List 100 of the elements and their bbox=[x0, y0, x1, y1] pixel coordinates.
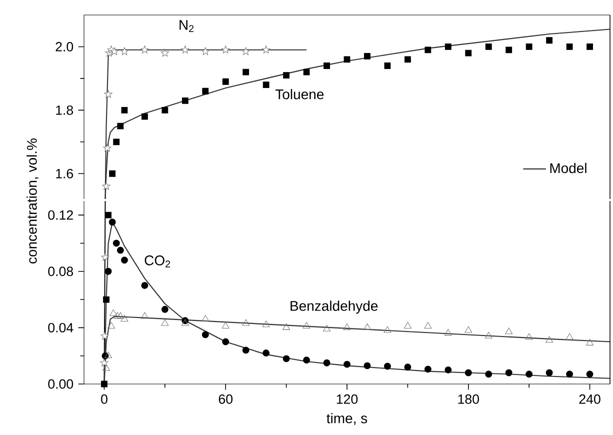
y-tick-label: 1.8 bbox=[56, 105, 74, 115]
point bbox=[103, 296, 110, 303]
point bbox=[364, 323, 371, 330]
annotation: N$_{2}$ bbox=[180, 20, 194, 32]
point bbox=[323, 359, 330, 366]
point bbox=[525, 333, 533, 340]
point bbox=[302, 322, 310, 329]
annotation: CO$_{2}$ bbox=[144, 255, 170, 268]
point bbox=[117, 122, 124, 130]
point bbox=[344, 360, 350, 368]
point bbox=[113, 138, 120, 146]
point bbox=[323, 324, 331, 332]
y-tick-label: 0.12 bbox=[48, 210, 73, 220]
point bbox=[112, 240, 120, 247]
point bbox=[586, 44, 593, 50]
point bbox=[161, 306, 168, 313]
point bbox=[444, 366, 452, 374]
point bbox=[116, 312, 124, 319]
y-tick-label: 1.6 bbox=[56, 168, 74, 178]
point bbox=[566, 370, 574, 378]
point bbox=[202, 331, 209, 338]
point bbox=[202, 314, 210, 322]
point bbox=[116, 246, 124, 254]
y-tick-label: 2.0 bbox=[56, 42, 74, 52]
point bbox=[424, 366, 432, 373]
point bbox=[141, 282, 148, 289]
x-tick-label: 60 bbox=[218, 394, 233, 404]
point bbox=[242, 68, 250, 76]
y-tick-label: 0.08 bbox=[48, 266, 74, 276]
point bbox=[182, 97, 188, 104]
point bbox=[344, 56, 350, 63]
annotation: Benzaldehyde bbox=[290, 300, 378, 314]
point bbox=[546, 336, 554, 343]
point bbox=[120, 314, 128, 322]
point bbox=[104, 268, 112, 275]
point bbox=[110, 309, 118, 316]
point bbox=[262, 320, 270, 328]
point bbox=[108, 322, 116, 329]
point bbox=[222, 338, 230, 346]
point bbox=[586, 338, 594, 346]
point bbox=[242, 346, 250, 354]
point bbox=[140, 312, 148, 319]
point bbox=[324, 62, 330, 69]
point bbox=[100, 332, 109, 340]
point bbox=[404, 364, 412, 371]
point bbox=[162, 106, 168, 114]
legend-label: Model bbox=[550, 162, 586, 174]
point bbox=[465, 50, 472, 56]
point bbox=[262, 46, 270, 54]
point bbox=[566, 44, 573, 50]
point bbox=[104, 90, 112, 98]
point bbox=[444, 44, 452, 50]
point bbox=[102, 364, 110, 371]
point bbox=[546, 37, 553, 44]
point bbox=[444, 329, 452, 336]
point bbox=[114, 312, 122, 319]
point bbox=[160, 48, 169, 57]
point bbox=[404, 56, 411, 63]
point bbox=[120, 47, 129, 55]
point bbox=[102, 182, 110, 190]
x-tick-label: 0 bbox=[101, 394, 108, 404]
point bbox=[105, 212, 112, 218]
point bbox=[485, 370, 492, 378]
point bbox=[282, 355, 290, 362]
y-tick-label: 0.04 bbox=[48, 322, 74, 332]
point bbox=[384, 62, 391, 69]
point bbox=[384, 362, 391, 370]
point bbox=[283, 72, 290, 78]
point bbox=[222, 322, 230, 329]
point bbox=[364, 53, 370, 60]
point bbox=[110, 47, 118, 55]
point bbox=[202, 88, 209, 94]
point bbox=[101, 380, 108, 388]
point bbox=[101, 253, 110, 261]
x-tick-label: 240 bbox=[579, 394, 600, 404]
point bbox=[586, 370, 594, 378]
point bbox=[141, 113, 148, 120]
point bbox=[242, 47, 250, 55]
point bbox=[505, 369, 512, 376]
point bbox=[424, 322, 432, 329]
x-tick-label: 180 bbox=[458, 394, 479, 404]
point bbox=[526, 370, 533, 378]
point bbox=[485, 44, 492, 50]
point bbox=[103, 144, 112, 152]
y-tick-label: 0.00 bbox=[48, 379, 74, 389]
point bbox=[484, 332, 492, 338]
point bbox=[100, 358, 108, 366]
point bbox=[108, 218, 116, 226]
point bbox=[424, 46, 432, 54]
annotation: Toluene bbox=[275, 88, 324, 100]
point bbox=[384, 326, 392, 333]
x-axis-title: time, s bbox=[326, 413, 368, 425]
point bbox=[464, 369, 472, 376]
y-axis-title: concentration, vol.% bbox=[26, 138, 38, 264]
point bbox=[546, 369, 553, 376]
point bbox=[303, 68, 310, 76]
point bbox=[201, 47, 210, 55]
point bbox=[506, 46, 512, 54]
point bbox=[404, 322, 412, 329]
point bbox=[364, 362, 371, 370]
